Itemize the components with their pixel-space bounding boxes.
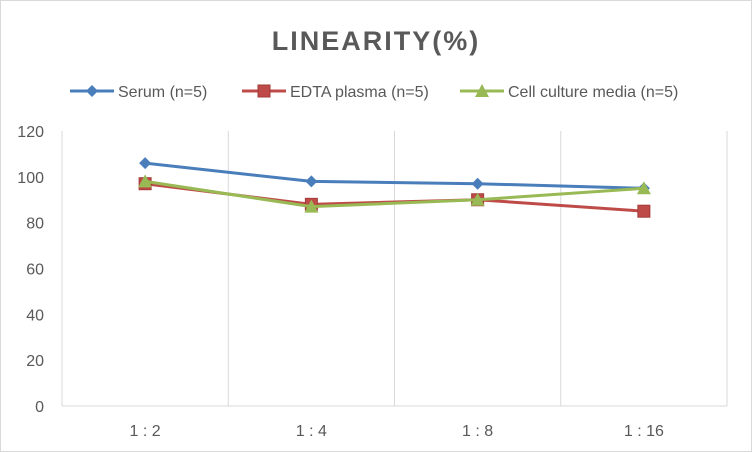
series-line — [144, 179, 644, 209]
legend-label: Serum (n=5) — [118, 84, 207, 101]
data-point — [139, 157, 152, 170]
legend-marker — [257, 84, 271, 98]
x-tick-label: 1 : 2 — [130, 423, 161, 440]
data-point — [470, 192, 485, 206]
x-tick-label: 1 : 4 — [296, 423, 327, 440]
legend: Serum (n=5) EDTA plasma (n=5) Cell culture… — [70, 84, 678, 101]
data-point — [636, 181, 651, 195]
series-line — [144, 161, 644, 190]
y-tick-label: 20 — [26, 353, 44, 370]
series-3 — [138, 174, 651, 213]
data-point — [138, 174, 153, 188]
y-tick-label: 40 — [26, 307, 44, 324]
legend-marker — [475, 84, 489, 97]
data-point — [305, 175, 318, 188]
chart-title: LINEARITY(%) — [272, 26, 481, 56]
series-group — [138, 157, 651, 218]
data-point — [304, 199, 319, 213]
data-point — [471, 177, 484, 190]
grid — [227, 131, 728, 406]
y-tick-label: 100 — [17, 170, 44, 187]
data-point — [637, 204, 651, 218]
axes: 0 20 40 60 80 100 120 1 : 2 1 : 4 1 : 8 1 : 16 — [17, 124, 727, 440]
legend-label: Cell culture media (n=5) — [508, 84, 678, 101]
x-tick-label: 1 : 8 — [462, 423, 493, 440]
legend-label: EDTA plasma (n=5) — [290, 84, 429, 101]
y-tick-label: 120 — [17, 124, 44, 141]
y-tick-label: 80 — [26, 216, 44, 233]
legend-marker — [86, 85, 98, 97]
y-tick-label: 0 — [35, 399, 44, 416]
x-tick-label: 1 : 16 — [624, 423, 664, 440]
y-tick-label: 60 — [26, 262, 44, 279]
